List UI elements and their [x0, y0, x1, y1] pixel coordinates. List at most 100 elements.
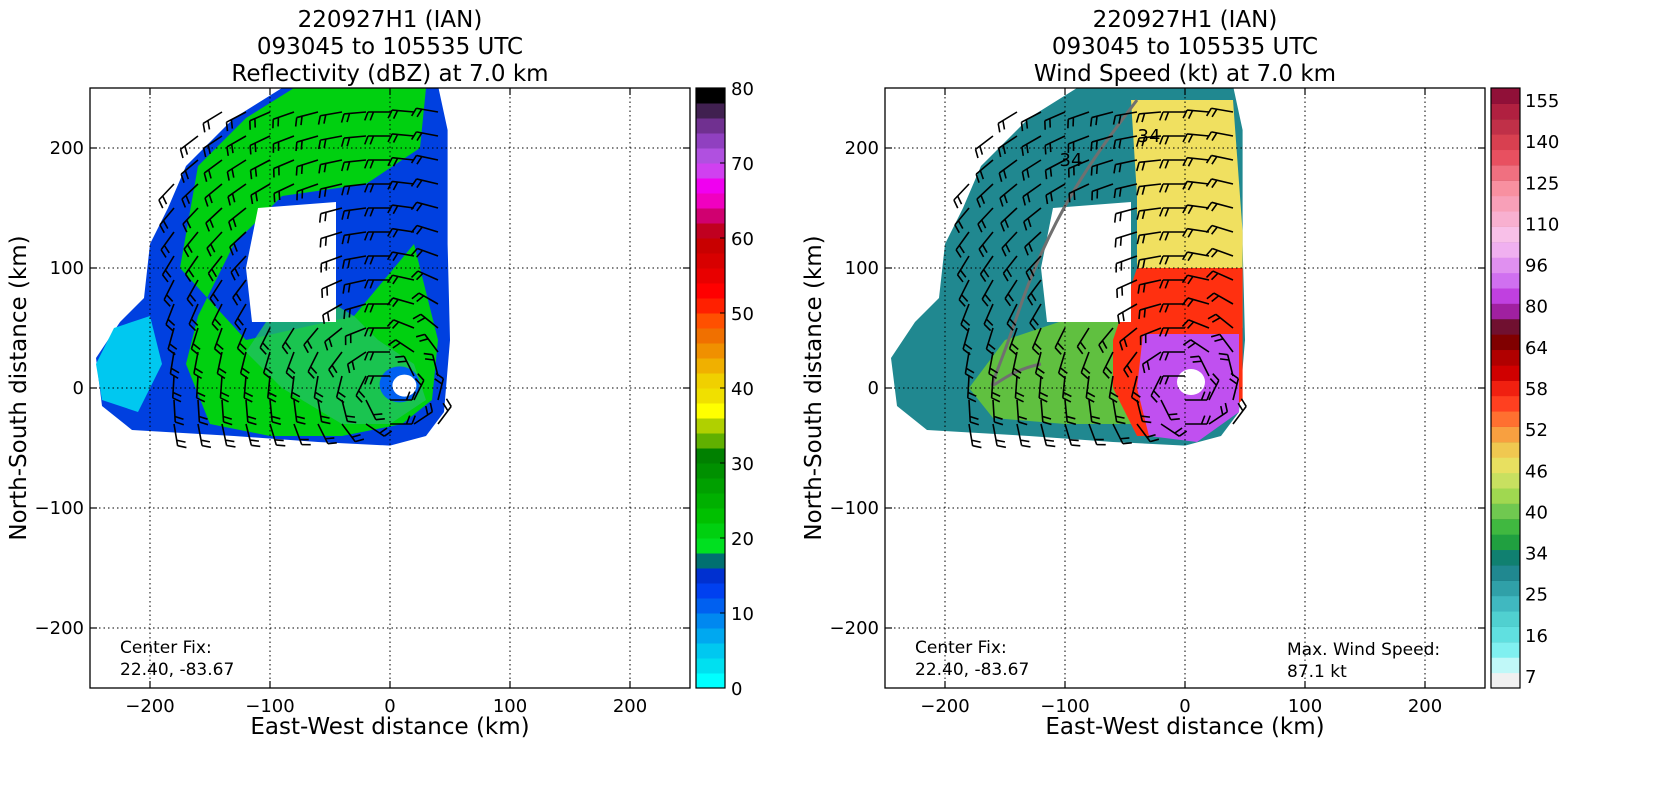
colorbar-tick-label: 40 [1525, 502, 1548, 523]
wind-barb [285, 351, 296, 380]
wind-barb [1021, 159, 1042, 181]
wind-barb [341, 207, 367, 220]
colorbar-tick-label: 140 [1525, 132, 1559, 153]
colorbar-swatch [696, 613, 725, 629]
colorbar-swatch [696, 238, 725, 254]
wind-barb [295, 159, 319, 176]
wind-barb [1000, 207, 1018, 232]
colorbar-swatch [1491, 349, 1520, 366]
colorbar-swatch [1491, 411, 1520, 427]
wind-barb [1205, 270, 1234, 281]
wind-barb [1029, 303, 1042, 331]
colorbar-swatch [1491, 580, 1520, 597]
colorbar-swatch [1491, 395, 1520, 412]
wind-barb [1062, 375, 1072, 403]
wind-barb [1232, 398, 1247, 425]
x-tick-label: 100 [493, 696, 527, 717]
wind-barb [1040, 423, 1056, 448]
colorbar-swatch [696, 358, 725, 374]
wind-barb [180, 159, 199, 183]
colorbar-swatch [696, 673, 725, 689]
colorbar-swatch [1491, 180, 1520, 197]
colorbar-swatch [696, 133, 725, 149]
wind-barb [1112, 135, 1138, 150]
wind-barb [303, 327, 319, 354]
wind-barb [960, 303, 971, 332]
wind-barb [197, 423, 212, 449]
colorbar-tick-label: 50 [731, 304, 754, 325]
wind-barb [1158, 207, 1185, 217]
wind-barb [1205, 131, 1234, 141]
x-tick-label: −200 [920, 696, 969, 717]
colorbar-swatch [1491, 149, 1520, 166]
center-fix-value: 22.40, -83.67 [120, 660, 234, 680]
wind-barb [997, 135, 1018, 158]
wind-barb [1027, 279, 1042, 306]
wind-barb [317, 135, 343, 150]
wind-barb [296, 183, 319, 201]
x-tick-label: −100 [1040, 696, 1089, 717]
wind-barb [321, 279, 343, 298]
x-tick-label: 200 [1408, 696, 1442, 717]
wind-barb [205, 207, 223, 232]
wind-barb [232, 279, 247, 306]
wind-barb [1089, 111, 1114, 127]
wind-barb [1020, 111, 1042, 132]
chart-title-line: 093045 to 105535 UTC [257, 34, 523, 60]
wind-barb [1022, 183, 1042, 206]
colorbar-swatch [1491, 626, 1520, 643]
colorbar-swatch [1491, 518, 1520, 535]
wind-barb [363, 207, 390, 217]
wind-barb [1182, 180, 1210, 191]
wind-barb [1112, 111, 1138, 125]
wind-barb [415, 333, 439, 353]
wind-barb [206, 231, 223, 257]
colorbar-swatch [696, 388, 725, 404]
max-wind-value: 87.1 kt [1287, 662, 1347, 682]
colorbar-swatch [696, 628, 725, 644]
wind-barb [387, 180, 415, 191]
wind-barb [342, 279, 367, 294]
wind-barb [1158, 159, 1185, 169]
wind-barb [1158, 351, 1185, 361]
colorbar-swatch [696, 463, 725, 479]
wind-barb [386, 297, 415, 308]
wind-barb [1067, 135, 1090, 153]
no-data-hole [246, 202, 336, 322]
colorbar-swatch [1491, 241, 1520, 258]
wind-barb [1139, 327, 1162, 346]
colorbar-swatch [1491, 318, 1520, 335]
wind-barb [160, 231, 175, 258]
colorbar-swatch [696, 283, 725, 299]
center-fix-label: Center Fix: [120, 638, 212, 658]
wind-barb [1185, 391, 1212, 401]
colorbar-swatch [1491, 441, 1520, 458]
wind-barb [1158, 135, 1185, 145]
wind-barb [966, 375, 977, 403]
wind-barb [1114, 231, 1138, 248]
wind-barb [410, 154, 439, 165]
wind-barb [413, 373, 425, 401]
wind-barb [293, 423, 311, 446]
wind-barb [974, 135, 994, 159]
wind-barb [226, 159, 247, 181]
wind-barb [992, 423, 1007, 449]
wind-barb [216, 351, 227, 380]
wind-barb [272, 135, 295, 153]
wind-barb [1001, 231, 1018, 257]
colorbar-swatch [696, 493, 725, 509]
wind-barb [243, 375, 254, 403]
wind-barb [181, 183, 199, 208]
wind-barb [962, 327, 973, 356]
wind-barb [1112, 423, 1132, 445]
wind-barb [313, 375, 324, 403]
wind-barb [1182, 156, 1210, 167]
wind-barb [1011, 351, 1022, 380]
wind-barb [1205, 107, 1234, 118]
wind-barb [209, 279, 223, 307]
wind-barb [1185, 415, 1212, 425]
x-tick-label: 200 [613, 696, 647, 717]
wind-barb [1182, 109, 1210, 119]
wind-barb [437, 398, 452, 425]
wind-barb [173, 423, 187, 449]
